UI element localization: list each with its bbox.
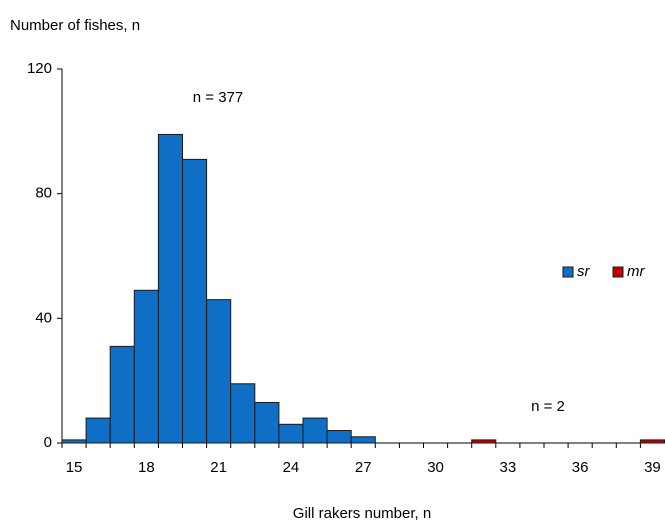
bar xyxy=(157,133,183,444)
y-axis-label: Number of fishes, n xyxy=(10,17,140,34)
bar xyxy=(471,439,497,444)
bar xyxy=(278,423,304,444)
bar xyxy=(85,417,111,444)
bar xyxy=(639,439,665,444)
x-tick-label: 24 xyxy=(283,459,300,476)
x-tick-label: 21 xyxy=(210,459,227,476)
x-tick-label: 39 xyxy=(644,459,661,476)
bar xyxy=(182,158,208,444)
legend-label: mr xyxy=(627,263,645,280)
y-tick-label: 0 xyxy=(44,434,52,451)
bar xyxy=(254,401,280,444)
x-tick-label: 15 xyxy=(66,459,83,476)
bar xyxy=(133,289,159,444)
annotation: n = 2 xyxy=(531,398,565,415)
legend-swatch xyxy=(612,266,624,278)
bar xyxy=(326,430,352,444)
bar xyxy=(302,417,328,444)
x-tick-label: 36 xyxy=(572,459,589,476)
legend-swatch xyxy=(562,266,574,278)
bar xyxy=(230,383,256,444)
bar xyxy=(109,345,135,444)
legend-label: sr xyxy=(577,263,591,280)
x-tick-label: 27 xyxy=(355,459,372,476)
bar xyxy=(206,299,232,444)
x-tick-label: 33 xyxy=(500,459,517,476)
bar xyxy=(61,439,87,444)
x-tick-label: 30 xyxy=(427,459,444,476)
y-tick-label: 80 xyxy=(35,185,52,202)
bar xyxy=(350,436,376,444)
x-axis-label: Gill rakers number, n xyxy=(293,505,431,521)
y-tick-label: 120 xyxy=(27,60,52,77)
x-tick-label: 18 xyxy=(138,459,155,476)
y-tick-label: 40 xyxy=(35,309,52,326)
annotation: n = 377 xyxy=(193,89,243,106)
